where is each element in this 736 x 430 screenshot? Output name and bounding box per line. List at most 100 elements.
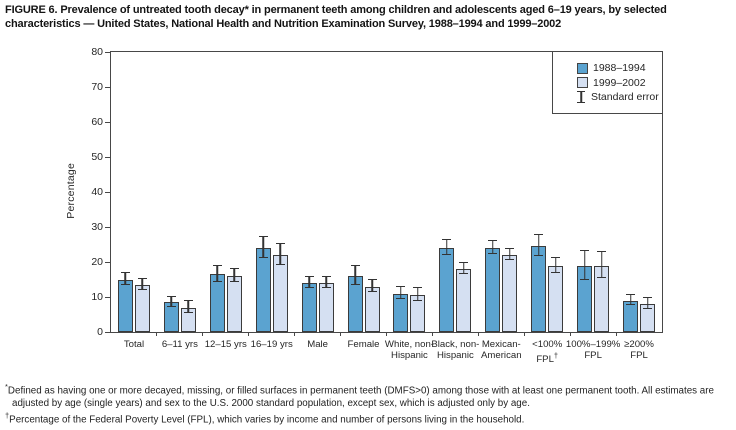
error-bar <box>120 271 130 286</box>
x-category-label: Black, non- Hispanic <box>431 339 480 361</box>
y-tick-label: 30 <box>91 221 103 233</box>
bar <box>226 276 242 332</box>
error-bar <box>534 234 544 257</box>
error-bar <box>597 251 607 278</box>
bar <box>393 293 409 332</box>
y-tick <box>105 191 111 193</box>
error-bar <box>350 265 360 285</box>
x-category-label: <100% FPL† <box>532 339 563 366</box>
figure-title: FIGURE 6. Prevalence of untreated tooth … <box>5 4 667 30</box>
y-tick <box>105 226 111 228</box>
bar <box>301 283 317 332</box>
x-category-label: Mexican- American <box>481 339 522 361</box>
bar <box>272 255 288 332</box>
legend-item-1988-1994: 1988–1994 <box>577 62 662 74</box>
x-category-label: White, non- Hispanic <box>384 339 434 361</box>
error-bar <box>459 261 469 275</box>
error-bar <box>505 248 515 260</box>
error-bar <box>183 299 193 314</box>
error-bar <box>212 264 222 282</box>
y-tick-label: 10 <box>91 291 103 303</box>
x-category-label: 12–15 yrs <box>204 339 247 350</box>
x-tick <box>523 332 525 336</box>
y-tick-label: 0 <box>97 326 103 338</box>
x-category-label: ≥200% FPL <box>624 339 654 361</box>
y-tick <box>105 296 111 298</box>
footnote-text: Defined as having one or more decayed, m… <box>7 385 714 409</box>
error-bar <box>551 256 561 273</box>
error-bar <box>275 243 285 265</box>
y-tick-label: 50 <box>91 151 103 163</box>
y-tick <box>105 121 111 123</box>
x-category-label: Female <box>347 339 380 350</box>
error-bar <box>321 275 331 289</box>
error-bar <box>396 286 406 299</box>
y-tick <box>105 261 111 263</box>
footnote-asterisk: *Defined as having one or more decayed, … <box>5 381 732 410</box>
plot-area: 1988–1994 1999–2002 Standard error 0 10 20… <box>91 46 663 365</box>
legend-label: Standard error <box>591 91 659 103</box>
y-tick <box>105 156 111 158</box>
x-tick <box>156 332 158 336</box>
bar <box>439 248 455 332</box>
footnote-marker: † <box>5 411 10 421</box>
bar <box>502 255 518 332</box>
x-category-label: Male <box>307 339 329 350</box>
error-bar <box>137 277 147 290</box>
bar <box>209 274 225 332</box>
error-bar <box>626 293 636 306</box>
bar <box>255 248 271 332</box>
bar <box>117 279 133 332</box>
x-tick <box>477 332 479 336</box>
legend-label: 1999–2002 <box>593 76 646 89</box>
error-bar <box>229 268 239 282</box>
legend-label: 1988–1994 <box>593 62 646 74</box>
error-bar <box>488 240 498 254</box>
bar <box>456 269 472 332</box>
y-tick-label: 80 <box>91 46 103 58</box>
bar <box>485 248 501 332</box>
legend-swatch-dark-icon <box>577 62 588 74</box>
footnotes: *Defined as having one or more decayed, … <box>5 381 732 427</box>
legend: 1988–1994 1999–2002 Standard error <box>552 51 663 114</box>
x-tick <box>294 332 296 336</box>
bar <box>318 283 334 332</box>
bar <box>531 246 547 332</box>
legend-item-1999-2002: 1999–2002 <box>577 77 662 89</box>
x-tick <box>615 332 617 336</box>
footnote-text: Percentage of the Federal Poverty Level … <box>9 414 525 426</box>
y-tick <box>105 86 111 88</box>
legend-item-standard-error: Standard error <box>577 91 662 103</box>
x-category-label: Total <box>123 339 145 350</box>
bar <box>548 265 564 332</box>
x-tick <box>431 332 433 336</box>
x-tick <box>386 332 387 336</box>
y-tick-label: 20 <box>91 256 103 268</box>
error-bar <box>413 287 423 302</box>
error-bar <box>643 297 653 309</box>
y-tick <box>105 331 111 333</box>
error-bar <box>442 239 452 255</box>
x-category-label: 100%–199% FPL <box>565 339 621 361</box>
y-tick <box>105 51 111 53</box>
bar <box>134 284 150 332</box>
footnote-marker: * <box>5 382 8 391</box>
x-category-label: 6–11 yrs <box>161 339 198 350</box>
footnote-dagger: †Percentage of the Federal Poverty Level… <box>5 410 732 427</box>
bar <box>364 286 380 332</box>
x-category-label: 16–19 yrs <box>250 339 293 350</box>
legend-swatch-light-icon <box>577 77 588 88</box>
error-bar <box>258 236 268 258</box>
x-tick <box>569 332 571 336</box>
x-tick <box>202 332 204 336</box>
error-bar <box>580 249 590 280</box>
y-tick-label: 40 <box>91 186 103 198</box>
error-bar-icon <box>577 91 585 103</box>
error-bar <box>166 295 176 307</box>
x-tick <box>248 332 250 336</box>
y-tick-label: 60 <box>91 116 103 128</box>
x-tick <box>340 332 342 336</box>
error-bar <box>304 275 314 289</box>
y-tick-label: 70 <box>91 81 103 93</box>
error-bar <box>367 279 377 292</box>
